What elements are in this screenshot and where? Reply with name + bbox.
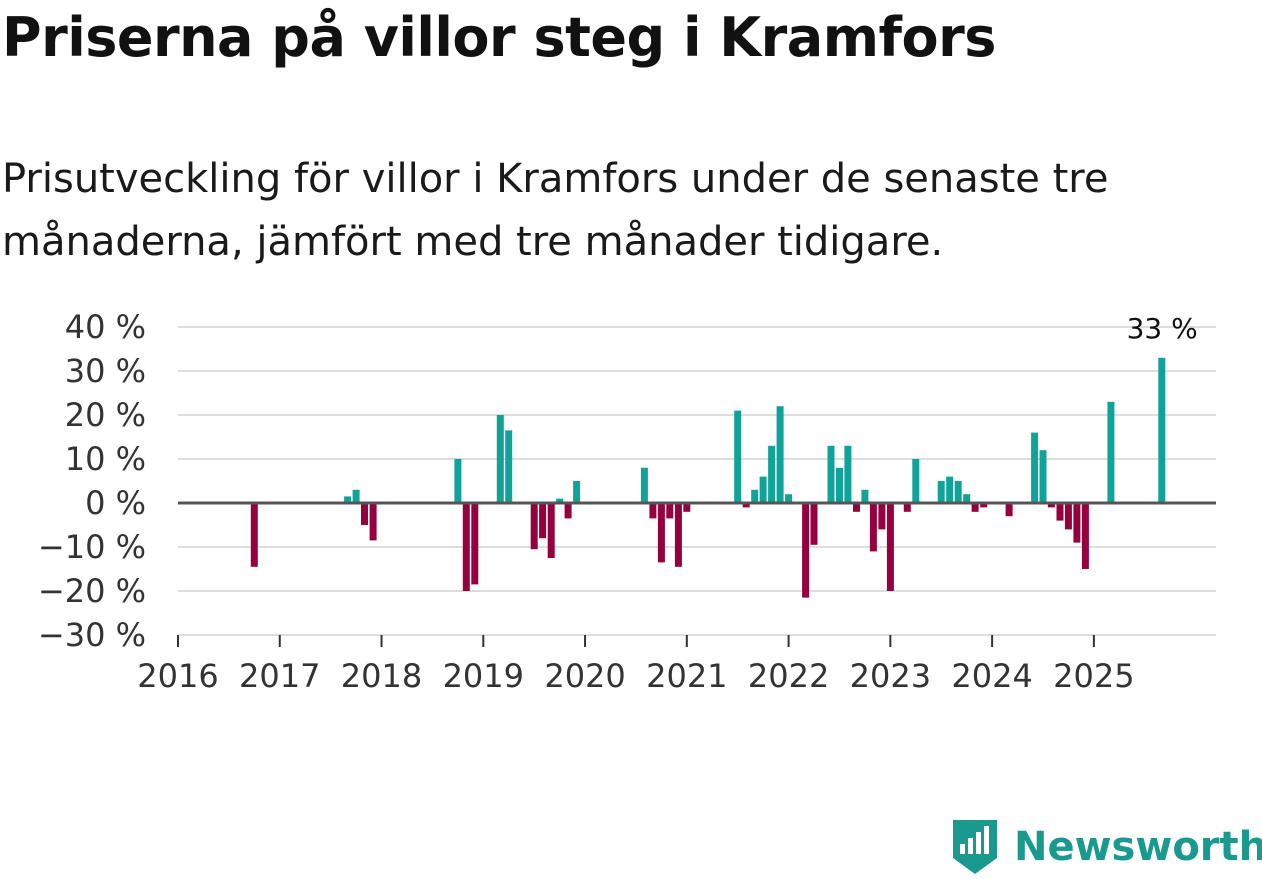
grid-lines [178,326,1216,592]
bar [1005,503,1013,517]
y-tick-label: 10 % [65,440,146,478]
y-tick-label: 20 % [65,396,146,434]
bar [751,489,759,503]
bar [853,503,860,512]
bar [844,445,852,503]
bar [683,503,691,512]
y-tick-label: 40 % [65,308,146,346]
bar [759,476,767,503]
x-tick-label: 2025 [1053,657,1134,695]
x-tick-label: 2019 [443,657,524,695]
bar [861,489,869,503]
bar [980,503,988,508]
bar [250,503,258,567]
x-tick-label: 2016 [137,657,218,695]
bar [971,503,979,512]
brand-logo: Newsworthy [950,818,1262,876]
bar [903,503,911,512]
chart-title: Priserna på villor steg i Kramfors [2,6,996,69]
y-tick-label: 0 % [85,484,146,522]
bar [802,503,810,598]
x-tick-label: 2017 [239,657,320,695]
bar [742,503,750,508]
y-tick-label: 30 % [65,352,146,390]
bar [963,494,971,503]
bar [946,476,954,503]
bar-chart: 40 % 30 % 20 % 10 % 0 % −10 % −20 % −30 %2016 20… [38,308,1216,695]
tick-labels: 40 % 30 % 20 % 10 % 0 % −10 % −20 % −30 %2016 20… [38,308,1198,695]
bar [640,467,648,503]
bar [912,459,920,503]
bar [810,503,818,545]
bar [657,503,665,563]
bar [361,503,368,525]
bar [471,503,479,585]
bar [937,481,945,503]
bar [462,503,470,591]
y-tick-label: −20 % [38,572,146,610]
bar [1107,401,1115,503]
x-tick-label: 2024 [951,657,1032,695]
bar [1047,503,1055,508]
bar [344,496,352,503]
bar [1064,503,1072,530]
bar [785,494,793,503]
bar [827,445,835,503]
bar [573,481,581,503]
y-tick-label: −10 % [38,528,146,566]
value-annotation: 33 % [1127,312,1198,345]
bar [734,410,742,503]
bar [674,503,682,567]
bar [556,498,564,503]
bar [1031,432,1039,503]
bar [454,459,462,503]
bar [1158,357,1166,503]
axes [177,501,1216,647]
x-tick-label: 2023 [850,657,931,695]
bar [776,406,784,503]
bar [1073,503,1081,543]
bar [869,503,877,552]
bar [649,503,657,519]
bar [954,481,962,503]
x-tick-label: 2021 [646,657,727,695]
bar [1039,450,1047,503]
bar [836,467,843,503]
bar [564,503,572,519]
brand-name: Newsworthy [1014,824,1262,870]
y-tick-label: −30 % [38,616,146,654]
bar [530,503,538,550]
bar [505,430,513,503]
bar [1081,503,1089,569]
bar [369,503,377,541]
bar [352,489,360,503]
x-tick-label: 2022 [748,657,829,695]
bar [666,503,674,519]
bar [878,503,886,530]
bar [496,415,504,503]
x-tick-label: 2020 [544,657,625,695]
bar [886,503,894,591]
chart-subtitle: Prisutveckling för villor i Kramfors und… [2,156,1109,265]
bar-series [250,357,1166,598]
bar [1056,503,1064,521]
bar [539,503,547,539]
x-tick-label: 2018 [341,657,422,695]
bar [547,503,555,558]
bar [768,445,776,503]
newsworthy-logo-icon [953,820,997,874]
